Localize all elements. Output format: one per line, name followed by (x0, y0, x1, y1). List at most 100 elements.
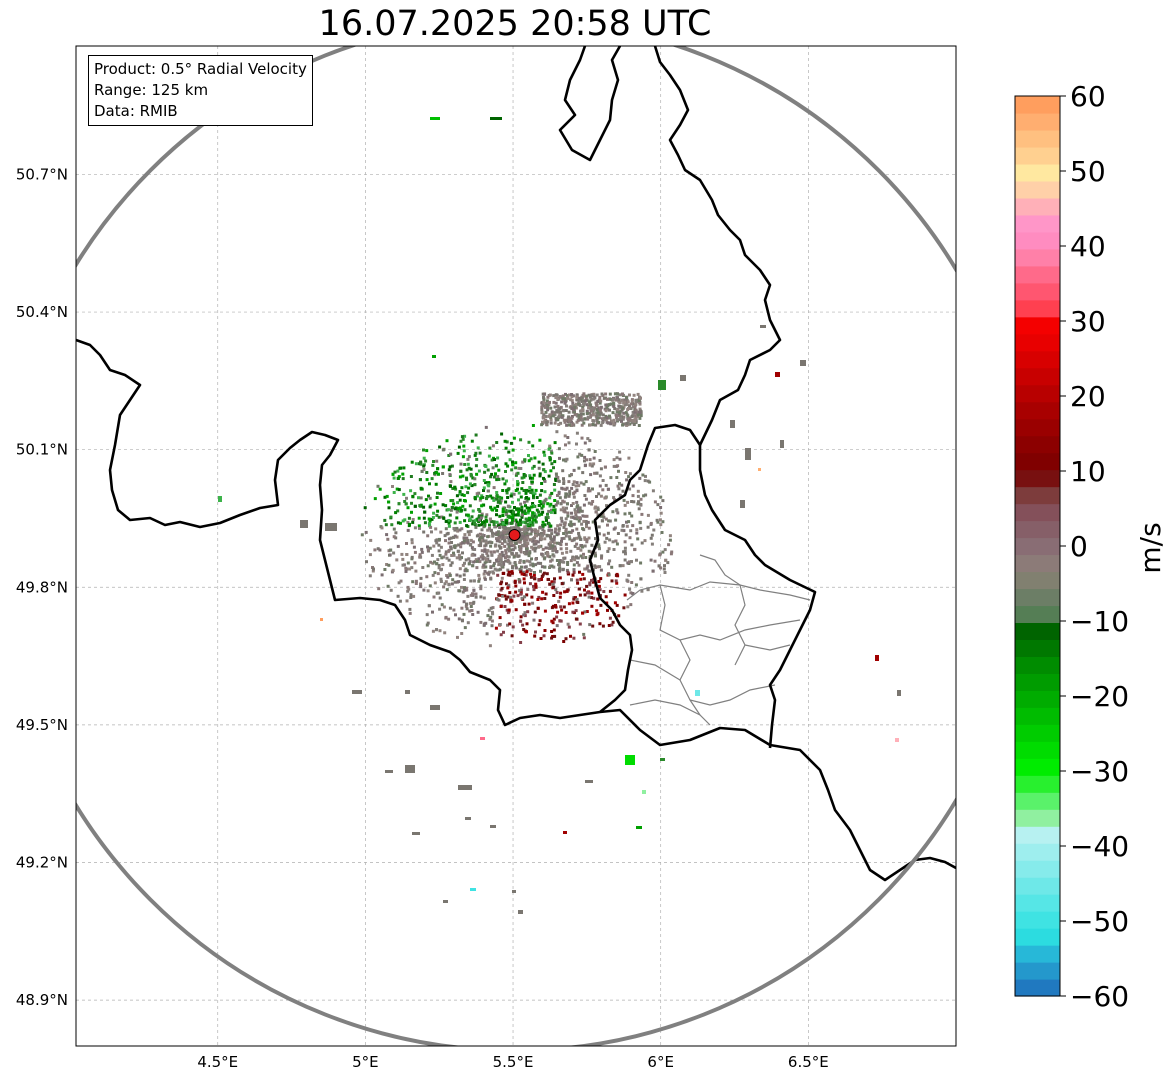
echo-pixel (516, 483, 520, 487)
echo-pixel (485, 551, 489, 555)
echo-pixel (489, 544, 493, 548)
colorbar-segment (1015, 367, 1060, 386)
echo-pixel (606, 407, 610, 411)
echo-pixel (613, 407, 617, 411)
echo-pixel (530, 545, 534, 549)
echo-pixel (570, 578, 573, 582)
echo-pixel (479, 496, 483, 500)
echo-pixel (472, 579, 476, 583)
colorbar-segment (1015, 214, 1060, 233)
colorbar-tick-label: −40 (1070, 830, 1129, 863)
echo-pixel (496, 549, 500, 553)
country-border (76, 338, 956, 882)
echo-pixel (474, 595, 478, 599)
echo-pixel (596, 506, 600, 510)
echo-pixel (480, 737, 485, 740)
echo-pixel (633, 405, 637, 409)
echo-pixel (584, 480, 588, 484)
echo-pixel (427, 517, 431, 521)
echo-pixel (489, 566, 493, 569)
colorbar-segment (1015, 384, 1060, 403)
echo-pixel (492, 496, 496, 500)
echo-pixel (406, 589, 410, 593)
echo-pixel (506, 623, 509, 627)
echo-pixel (635, 410, 639, 414)
echo-pixel (663, 564, 666, 568)
echo-pixel (661, 499, 665, 503)
echo-pixel (509, 595, 513, 599)
echo-pixel (573, 516, 577, 520)
echo-pixel (628, 419, 632, 422)
echo-pixel (567, 410, 571, 414)
echo-pixel (546, 502, 550, 506)
echo-pixel (597, 420, 601, 424)
echo-pixel (628, 560, 631, 564)
echo-pixel (583, 537, 587, 541)
echo-pixel (452, 608, 456, 612)
echo-pixel (564, 443, 567, 447)
echo-pixel (545, 404, 549, 407)
echo-pixel (528, 582, 532, 586)
admin-boundary (629, 699, 711, 726)
echo-pixel (481, 496, 485, 499)
echo-pixel (503, 605, 507, 608)
echo-pixel (541, 504, 545, 508)
echo-pixel (800, 360, 806, 366)
echo-pixel (453, 485, 457, 489)
echo-pixel (550, 580, 554, 584)
echo-pixel (603, 407, 607, 411)
echo-pixel (392, 535, 396, 539)
echo-pixel (589, 473, 593, 477)
echo-pixel (408, 522, 411, 526)
echo-pixel (397, 475, 401, 479)
echo-pixel (514, 563, 518, 567)
echo-pixel (408, 607, 412, 611)
echo-pixel (542, 468, 546, 472)
echo-pixel (590, 464, 594, 468)
echo-pixel (519, 570, 523, 574)
echo-pixel (491, 531, 494, 535)
echo-pixel (554, 604, 557, 607)
echo-pixel (403, 518, 407, 522)
echo-pixel (530, 520, 534, 524)
echo-pixel (483, 622, 486, 626)
echo-pixel (482, 565, 486, 569)
echo-pixel (538, 474, 542, 478)
echo-pixel (609, 402, 613, 406)
echo-pixel (575, 617, 579, 621)
echo-pixel (438, 537, 441, 541)
colorbar-segment (1015, 605, 1060, 624)
echo-pixel (534, 515, 538, 519)
echo-pixel (490, 458, 494, 462)
echo-pixel (472, 560, 476, 564)
echo-pixel (592, 578, 595, 582)
echo-pixel (533, 549, 537, 553)
echo-pixel (426, 534, 430, 538)
echo-pixel (636, 413, 640, 417)
echo-pixel (472, 519, 475, 523)
echo-pixel (634, 417, 638, 421)
echo-pixel (571, 610, 575, 614)
echo-pixel (593, 564, 597, 568)
echo-pixel (603, 465, 607, 469)
echo-pixel (455, 535, 459, 539)
colorbar-tick-label: 40 (1070, 230, 1106, 263)
echo-pixel (612, 527, 616, 531)
echo-pixel (423, 521, 427, 525)
echo-pixel (525, 488, 529, 492)
echo-pixel (373, 497, 377, 501)
echo-pixel (531, 547, 535, 551)
echo-pixel (524, 552, 528, 556)
echo-pixel (383, 568, 387, 571)
echo-pixel (504, 597, 508, 601)
echo-pixel (598, 484, 602, 488)
echo-pixel (555, 541, 559, 545)
echo-pixel (584, 556, 588, 559)
echo-pixel (598, 409, 602, 412)
echo-pixel (542, 450, 546, 454)
echo-pixel (477, 557, 481, 561)
country-border (588, 423, 817, 749)
echo-pixel (572, 495, 576, 499)
echo-pixel (533, 577, 537, 581)
